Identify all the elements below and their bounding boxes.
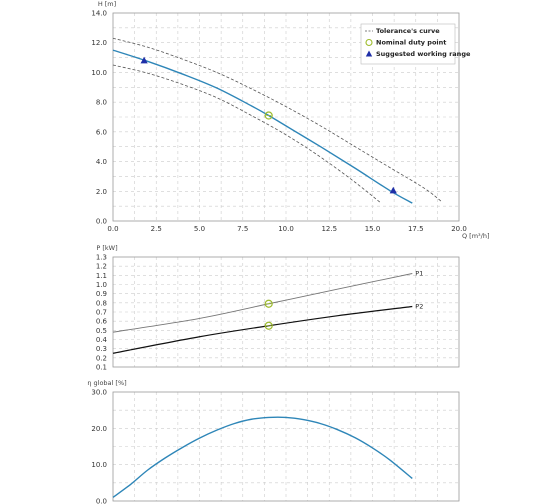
head-ytick-label: 2.0 [96, 188, 107, 196]
power-curve-p2 [112, 305, 413, 354]
head-ytick-label: 4.0 [96, 158, 107, 166]
head-xtick-label: 10.0 [278, 225, 294, 233]
head-xtick-label: 17.5 [408, 225, 424, 233]
power-ytick-label: 0.3 [96, 345, 107, 353]
efficiency-ytick-label: 0.0 [96, 498, 107, 504]
power-ytick-label: 0.9 [96, 290, 107, 298]
efficiency-curve [112, 416, 413, 498]
power-ytick-label: 0.5 [96, 327, 107, 335]
power-duty-point-1 [264, 321, 273, 330]
power-ytick-label: 0.4 [96, 336, 108, 344]
head-frame [112, 12, 460, 222]
power-ytick-label: 0.6 [96, 318, 108, 326]
nominal-duty-point [264, 111, 273, 120]
legend-circle-icon [365, 38, 373, 47]
head-legend-box [360, 23, 456, 65]
legend-triangle-icon [365, 50, 373, 57]
head-ytick-label: 10.0 [91, 69, 107, 77]
power-ytick-label: 1.3 [96, 254, 107, 262]
head-xtick-label: 0.0 [107, 225, 118, 233]
power-ytick-label: 0.8 [96, 299, 107, 307]
efficiency-frame [112, 391, 460, 502]
power-ytick-label: 0.7 [96, 309, 107, 317]
power-frame [112, 256, 460, 368]
power-ytick-label: 1.2 [96, 263, 107, 271]
working-range-marker-0 [140, 56, 148, 64]
head-xtick-label: 12.5 [321, 225, 337, 233]
head-ytick-label: 6.0 [96, 128, 107, 136]
legend-label-tolerance: Tolerance's curve [376, 27, 440, 35]
head-ytick-label: 12.0 [91, 39, 107, 47]
head-xtick-label: 5.0 [194, 225, 205, 233]
power-series-label-p2: P2 [415, 303, 423, 311]
head-xtick-label: 15.0 [365, 225, 381, 233]
head-x-axis-label: Q [m³/h] [462, 232, 490, 240]
head-xtick-label: 2.5 [151, 225, 162, 233]
power-ytick-label: 1.1 [96, 272, 107, 280]
working-range-marker-1 [389, 186, 397, 194]
head-ytick-label: 8.0 [96, 99, 107, 107]
legend-label-working-range: Suggested working range [376, 50, 471, 58]
tolerance-curve-upper [112, 37, 442, 203]
efficiency-ytick-label: 30.0 [91, 389, 107, 397]
head-ytick-label: 0.0 [96, 218, 107, 226]
head-y-axis-label: H [m] [98, 0, 116, 8]
power-ytick-label: 0.2 [96, 354, 107, 362]
efficiency-ytick-label: 20.0 [91, 425, 107, 433]
head-xtick-label: 20.0 [451, 225, 467, 233]
tolerance-curve-lower [112, 64, 382, 204]
head-xtick-label: 7.5 [237, 225, 248, 233]
efficiency-ytick-label: 10.0 [91, 461, 107, 469]
legend-label-duty-point: Nominal duty point [376, 39, 446, 47]
efficiency-y-axis-label: η global [%] [87, 379, 126, 387]
power-ytick-label: 1.0 [96, 281, 107, 289]
power-duty-point-0 [264, 299, 273, 308]
power-series-label-p1: P1 [415, 270, 423, 278]
head-ytick-label: 14.0 [91, 10, 107, 18]
power-ytick-label: 0.1 [96, 364, 107, 372]
power-y-axis-label: P [kW] [96, 244, 117, 252]
head-curve [112, 49, 413, 204]
